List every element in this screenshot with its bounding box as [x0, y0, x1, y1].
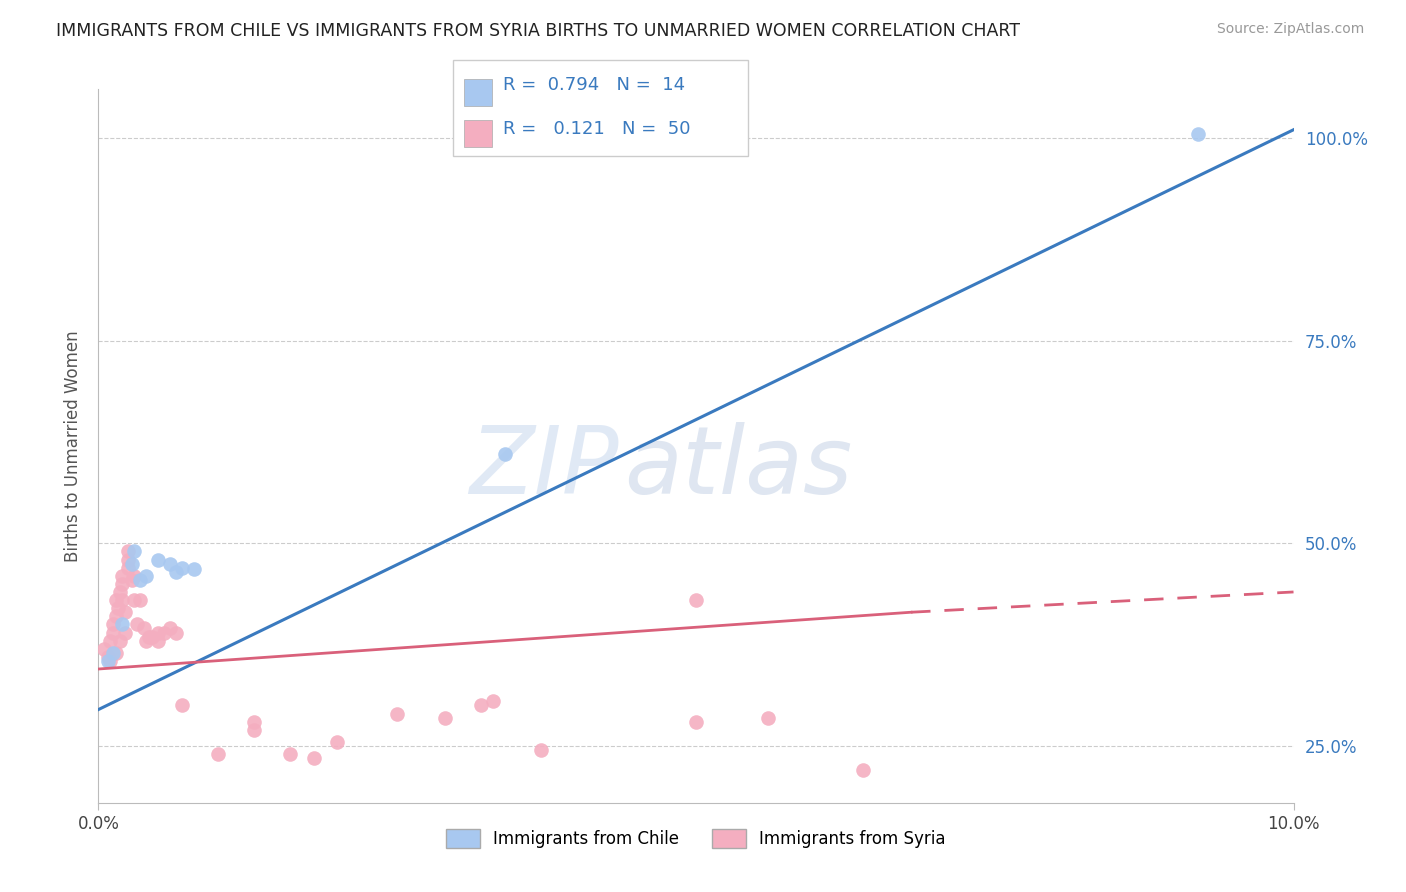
Point [172, 698, 194, 713]
Point [111, 617, 134, 632]
Point [97, 654, 120, 668]
Point [385, 706, 409, 721]
Point [114, 625, 136, 640]
Point [172, 560, 194, 574]
Point [159, 622, 181, 636]
Text: atlas: atlas [624, 422, 852, 513]
Point [165, 565, 187, 579]
Point [93, 641, 115, 656]
Point [1187, 127, 1209, 141]
Point [124, 568, 146, 582]
Point [243, 723, 266, 737]
Point [124, 544, 146, 558]
Point [97, 649, 120, 664]
Point [111, 593, 134, 607]
Point [98, 633, 122, 648]
Point [108, 585, 131, 599]
Point [685, 714, 707, 729]
Point [101, 625, 124, 640]
Point [685, 593, 707, 607]
Y-axis label: Births to Unmarried Women: Births to Unmarried Women [63, 330, 82, 562]
Point [114, 605, 136, 619]
Point [852, 764, 875, 778]
Point [101, 617, 124, 632]
Point [148, 625, 170, 640]
Point [530, 743, 553, 757]
Point [129, 573, 152, 587]
Point [153, 625, 176, 640]
Point [159, 557, 181, 571]
Point [302, 751, 325, 765]
Point [121, 557, 143, 571]
Text: R =  0.794   N =  14: R = 0.794 N = 14 [503, 76, 686, 94]
Legend: Immigrants from Chile, Immigrants from Syria: Immigrants from Chile, Immigrants from S… [440, 822, 952, 855]
Point [138, 630, 160, 644]
Point [207, 747, 229, 761]
Point [482, 694, 505, 708]
Point [135, 633, 157, 648]
Point [165, 625, 187, 640]
Point [98, 654, 122, 668]
Point [105, 593, 128, 607]
Point [105, 646, 128, 660]
Point [125, 617, 148, 632]
Point [148, 633, 170, 648]
Point [117, 560, 139, 574]
Point [135, 568, 157, 582]
Point [124, 593, 146, 607]
Point [111, 568, 134, 582]
Point [105, 609, 128, 624]
Point [326, 735, 349, 749]
Point [117, 544, 139, 558]
Point [132, 622, 155, 636]
Point [470, 698, 492, 713]
Point [108, 633, 131, 648]
Point [434, 711, 457, 725]
Text: IMMIGRANTS FROM CHILE VS IMMIGRANTS FROM SYRIA BIRTHS TO UNMARRIED WOMEN CORRELA: IMMIGRANTS FROM CHILE VS IMMIGRANTS FROM… [56, 22, 1021, 40]
Text: R =   0.121   N =  50: R = 0.121 N = 50 [503, 120, 690, 138]
Point [101, 646, 124, 660]
Text: Source: ZipAtlas.com: Source: ZipAtlas.com [1216, 22, 1364, 37]
Point [243, 714, 266, 729]
Point [494, 447, 516, 461]
Point [278, 747, 301, 761]
Point [756, 711, 779, 725]
Point [183, 562, 205, 576]
Point [107, 601, 129, 615]
Point [141, 630, 163, 644]
Point [117, 552, 139, 566]
Text: ZIP: ZIP [468, 422, 619, 513]
Point [129, 593, 152, 607]
Point [148, 552, 170, 566]
Point [121, 573, 143, 587]
Point [111, 577, 134, 591]
